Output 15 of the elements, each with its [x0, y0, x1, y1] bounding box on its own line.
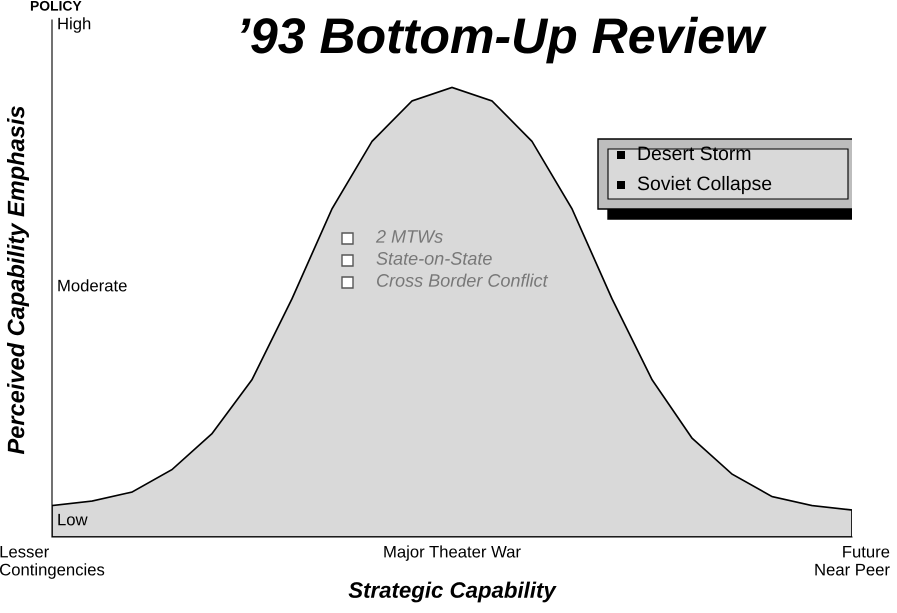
annotation: Desert Storm [638, 146, 750, 160]
x-tick-label: Lesser Contingencies [0, 546, 104, 579]
x-tick-label: Future Near Peer [815, 546, 890, 576]
x-tick-label: Major Theater War [384, 545, 521, 561]
annotation: Soviet Collapse [638, 176, 772, 194]
x-axis-title: Strategic Capability [348, 582, 557, 602]
annotation: Moderate [58, 279, 127, 292]
text: POLICY [30, 0, 82, 11]
text: High [58, 17, 90, 33]
annotation: Cross Border Conflict [376, 274, 548, 287]
chart-title: ’93 Bottom-Up Review [240, 16, 767, 64]
annotation: State-on-State [376, 252, 492, 265]
y-axis-title: Perceived Capability Emphasis [6, 106, 30, 454]
annotation: 2 MTWs [376, 230, 443, 243]
annotation: Low [58, 514, 88, 526]
